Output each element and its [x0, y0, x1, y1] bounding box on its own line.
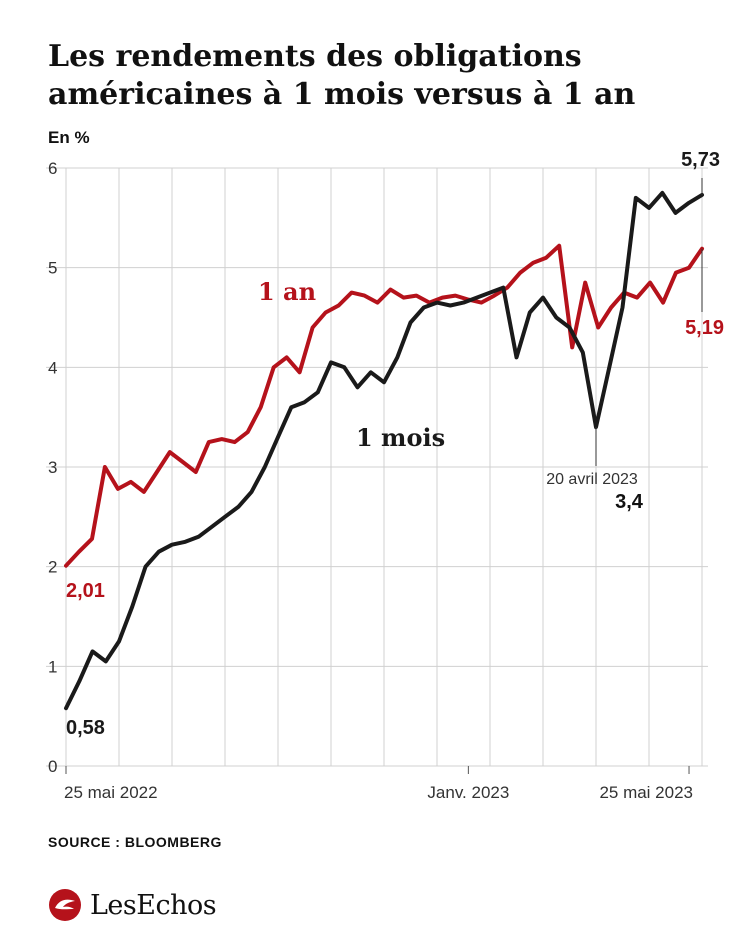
series-name-1mois: 1 mois: [356, 423, 445, 452]
unit-label: En %: [48, 128, 90, 147]
end-label-1mois: 5,73: [681, 149, 720, 171]
y-tick-label: 5: [48, 259, 57, 278]
annotation-date-label: 20 avril 2023: [546, 471, 638, 488]
y-axis: 0 1 2 3 4 5 6: [48, 159, 57, 776]
x-tick-label: Janv. 2023: [427, 783, 509, 802]
y-tick-label: 1: [48, 657, 57, 676]
y-tick-label: 2: [48, 558, 57, 577]
les-echos-icon: [49, 889, 81, 921]
start-label-1an: 2,01: [66, 580, 105, 602]
source-note: SOURCE : BLOOMBERG: [48, 834, 222, 850]
series-name-1an: 1 an: [258, 277, 316, 306]
series-line-1-an: [64, 243, 704, 568]
title-line-2: américaines à 1 mois versus à 1 an: [48, 77, 636, 112]
data-labels: 2,01 0,58 5,73 5,19 1 an 1 mois 20 avril 2023 3…: [66, 149, 724, 739]
y-tick-label: 3: [48, 458, 57, 477]
brand-name: LesEchos: [90, 889, 217, 921]
start-label-1mois: 0,58: [66, 717, 105, 739]
title-line-1: Les rendements des obligations: [48, 39, 582, 74]
x-tick-label: 25 mai 2023: [599, 783, 693, 802]
grid: [46, 167, 708, 767]
chart-title: Les rendements des obligations américain…: [48, 38, 708, 114]
end-label-1an: 5,19: [685, 317, 724, 339]
series-lines: [64, 190, 704, 711]
brand-logo: LesEchos: [48, 888, 217, 922]
x-axis: 25 mai 2022 Janv. 2023 25 mai 2023: [64, 766, 693, 802]
annotation-value-label: 3,4: [615, 491, 644, 513]
y-tick-label: 4: [48, 358, 57, 377]
x-tick-label: 25 mai 2022: [64, 783, 158, 802]
y-tick-label: 0: [48, 757, 57, 776]
y-tick-label: 6: [48, 159, 57, 178]
line-chart: 0 1 2 3 4 5 6 25 mai 2022 Janv. 2023 25 mai 2023…: [46, 149, 724, 802]
series-line-1-mois: [64, 190, 704, 711]
